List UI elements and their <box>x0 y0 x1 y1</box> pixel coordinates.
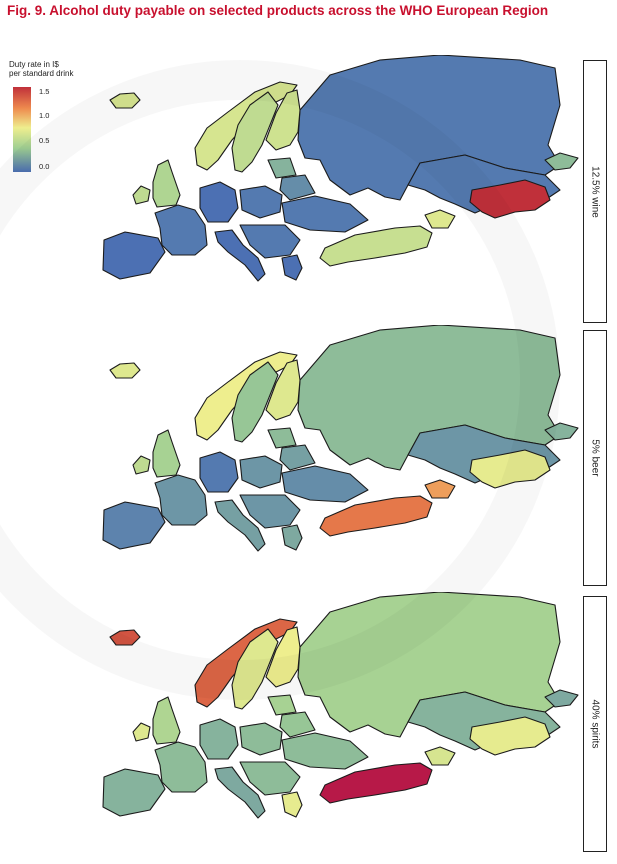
region-ireland-spirits <box>132 722 151 742</box>
region-baltic-states-spirits <box>267 694 297 716</box>
legend-title-line2: per standard drink <box>9 69 74 78</box>
region-sweden-spirits <box>231 628 279 710</box>
panel-label-wine-text: 12.5% wine <box>589 165 601 218</box>
panel-label-wine: 12.5% wine <box>583 60 607 323</box>
region-spain-portugal-beer <box>102 501 166 550</box>
region-united-kingdom-spirits <box>152 696 181 745</box>
region-united-kingdom-beer <box>152 429 181 478</box>
region-kyrgyzstan-wine <box>544 152 579 171</box>
region-spain-portugal-wine <box>102 231 166 280</box>
region-iceland-wine <box>109 92 141 109</box>
region-italy-beer <box>214 499 266 552</box>
region-ireland-wine <box>132 185 151 205</box>
region-ukraine-beer <box>281 465 369 503</box>
region-turkey-beer <box>319 495 433 537</box>
region-finland-spirits <box>265 626 301 688</box>
region-baltic-states-wine <box>267 157 297 179</box>
legend-color-ramp <box>13 87 31 172</box>
region-belarus-wine <box>279 174 316 201</box>
region-sweden-wine <box>231 91 279 173</box>
region-belarus-spirits <box>279 711 316 738</box>
region-georgia-armenia-spirits <box>424 746 456 766</box>
legend-tick-0-0: 0.0 <box>39 162 50 171</box>
region-france-spirits <box>154 741 208 793</box>
region-ukraine-wine <box>281 195 369 233</box>
legend-tick-0-5: 0.5 <box>39 136 50 145</box>
region-turkey-spirits <box>319 762 433 804</box>
map-wine <box>102 55 579 282</box>
region-united-kingdom-wine <box>152 159 181 208</box>
legend-tick-1-0: 1.0 <box>39 111 50 120</box>
region-iceland-spirits <box>109 629 141 646</box>
region-germany-beer <box>199 451 239 493</box>
region-uzbekistan-spirits <box>469 716 551 756</box>
map-spirits <box>102 592 579 819</box>
region-germany-wine <box>199 181 239 223</box>
region-uzbekistan-beer <box>469 449 551 489</box>
region-balkans-spirits <box>239 761 301 796</box>
map-regions-spirits <box>102 592 579 819</box>
region-balkans-beer <box>239 494 301 529</box>
map-regions-beer <box>102 325 579 552</box>
region-ireland-beer <box>132 455 151 475</box>
region-italy-wine <box>214 229 266 282</box>
region-turkey-wine <box>319 225 433 267</box>
region-uzbekistan-wine <box>469 179 551 219</box>
region-greece-spirits <box>281 791 303 818</box>
legend-tick-1-5: 1.5 <box>39 87 50 96</box>
map-regions-wine <box>102 55 579 282</box>
region-poland-beer <box>239 455 283 489</box>
region-poland-spirits <box>239 722 283 756</box>
region-balkans-wine <box>239 224 301 259</box>
region-kyrgyzstan-beer <box>544 422 579 441</box>
color-legend: Duty rate in I$ per standard drink 1.5 1… <box>9 60 119 172</box>
panel-label-beer: 5% beer <box>583 330 607 586</box>
region-ukraine-spirits <box>281 732 369 770</box>
region-sweden-beer <box>231 361 279 443</box>
region-germany-spirits <box>199 718 239 760</box>
map-beer <box>102 325 579 552</box>
figure-title: Fig. 9. Alcohol duty payable on selected… <box>7 3 549 18</box>
legend-title-line1: Duty rate in I$ <box>9 60 59 69</box>
region-iceland-beer <box>109 362 141 379</box>
region-greece-beer <box>281 524 303 551</box>
region-greece-wine <box>281 254 303 281</box>
panel-label-beer-text: 5% beer <box>589 439 601 477</box>
panel-label-spirits: 40% spirits <box>583 596 607 852</box>
region-poland-wine <box>239 185 283 219</box>
region-finland-beer <box>265 359 301 421</box>
region-france-beer <box>154 474 208 526</box>
region-belarus-beer <box>279 444 316 471</box>
region-georgia-armenia-wine <box>424 209 456 229</box>
region-finland-wine <box>265 89 301 151</box>
region-spain-portugal-spirits <box>102 768 166 817</box>
panel-label-spirits-text: 40% spirits <box>589 699 601 749</box>
region-kyrgyzstan-spirits <box>544 689 579 708</box>
region-baltic-states-beer <box>267 427 297 449</box>
region-italy-spirits <box>214 766 266 819</box>
region-georgia-armenia-beer <box>424 479 456 499</box>
region-france-wine <box>154 204 208 256</box>
